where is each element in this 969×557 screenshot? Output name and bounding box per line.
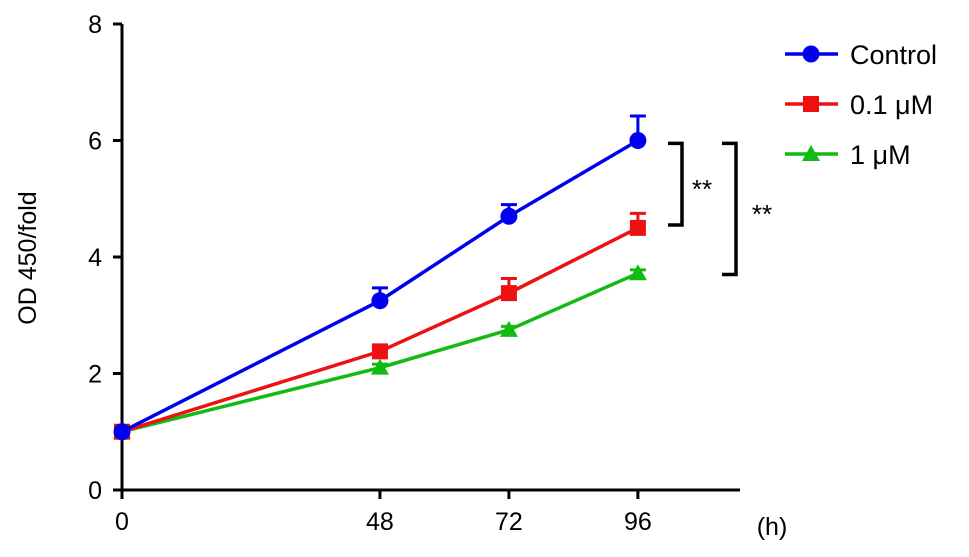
legend-label: 0.1 μM bbox=[850, 90, 933, 120]
data-point bbox=[371, 292, 389, 310]
data-point bbox=[629, 219, 646, 236]
axes: 0 2 4 6 8 0 48 72 96 bbox=[88, 11, 740, 536]
significance-bracket bbox=[722, 141, 738, 277]
y-tick-label: 8 bbox=[88, 11, 102, 39]
legend-label: Control bbox=[850, 40, 937, 70]
series-square bbox=[114, 211, 646, 440]
y-axis-title: OD 450/fold bbox=[14, 191, 42, 324]
legend-marker bbox=[803, 96, 819, 112]
significance-label: ** bbox=[752, 199, 772, 229]
x-tick-label: 72 bbox=[495, 508, 523, 536]
x-tick-label: 0 bbox=[115, 508, 129, 536]
series-layer bbox=[113, 114, 647, 441]
data-point bbox=[371, 343, 388, 360]
y-tick-label: 4 bbox=[88, 244, 102, 272]
data-point bbox=[113, 423, 131, 441]
legend-label: 1 μM bbox=[850, 140, 911, 170]
legend-entry: 0.1 μM bbox=[785, 90, 933, 120]
legend-entry: 1 μM bbox=[785, 140, 911, 170]
y-tick-label: 2 bbox=[88, 361, 102, 389]
significance-annotations: ** ** bbox=[668, 141, 772, 277]
data-point bbox=[628, 264, 647, 281]
legend-marker bbox=[802, 45, 820, 63]
x-tick-label: 96 bbox=[624, 508, 652, 536]
data-point bbox=[370, 358, 389, 375]
legend-entry: Control bbox=[785, 40, 937, 70]
y-tick-label: 6 bbox=[88, 128, 102, 156]
y-tick-label: 0 bbox=[88, 477, 102, 505]
data-point bbox=[629, 132, 647, 149]
series-line bbox=[121, 271, 639, 434]
series-line bbox=[121, 226, 639, 434]
significance-label: ** bbox=[692, 174, 712, 204]
legend: Control 0.1 μM 1 μM bbox=[785, 40, 937, 170]
x-tick-label: 48 bbox=[366, 508, 394, 536]
significance-bracket bbox=[668, 141, 684, 227]
data-point bbox=[500, 285, 517, 302]
x-axis-title: (h) bbox=[757, 513, 788, 541]
series-circle bbox=[113, 114, 647, 441]
data-point bbox=[500, 207, 518, 225]
series-line bbox=[121, 138, 639, 434]
legend-marker bbox=[802, 145, 820, 161]
data-point bbox=[499, 320, 518, 337]
